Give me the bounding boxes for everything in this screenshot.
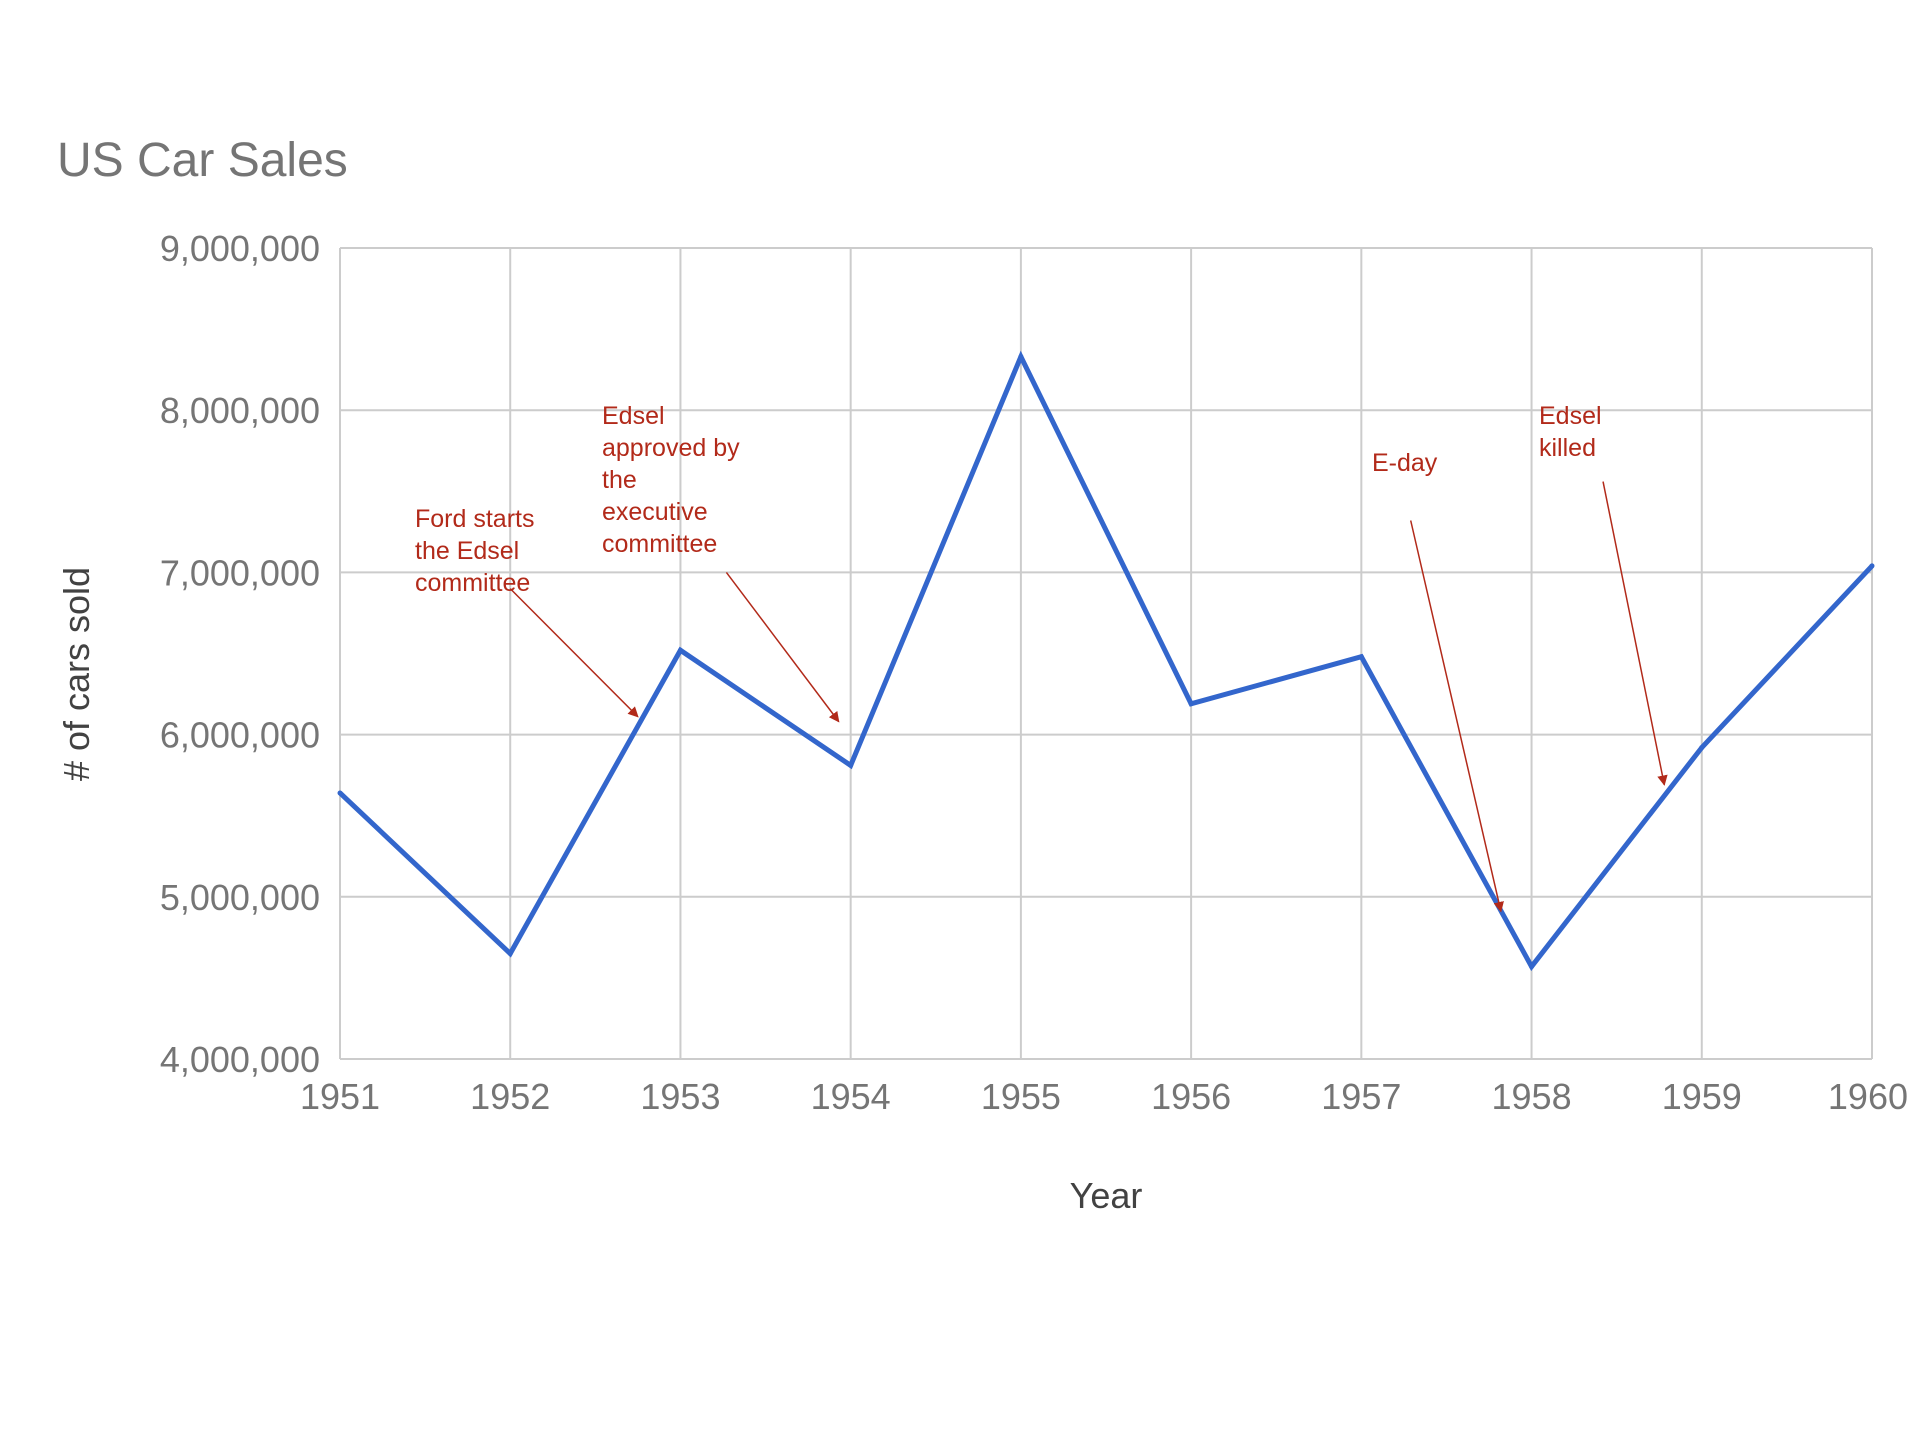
annotation-line: killed [1539,434,1596,462]
x-tick-label: 1958 [1492,1076,1572,1117]
y-tick-label: 7,000,000 [160,552,320,593]
annotation-arrow [509,588,639,718]
annotation-arrow [725,571,840,723]
data-point [1018,354,1024,360]
data-point [1358,654,1364,660]
annotation-text: Edsel killed [1539,402,1602,462]
annotation-text: Ford starts the Edsel committee [415,505,534,597]
x-tick-label: 1957 [1321,1076,1401,1117]
data-point [677,647,683,653]
x-tick-label: 1953 [640,1076,720,1117]
y-tick-label: 4,000,000 [160,1039,320,1080]
data-point [1869,563,1875,569]
y-tick-label: 6,000,000 [160,715,320,756]
annotation-line: Edsel [602,402,665,430]
x-tick-label: 1954 [811,1076,891,1117]
y-tick-label: 5,000,000 [160,877,320,918]
y-tick-label: 9,000,000 [160,228,320,269]
annotation-line: the [602,466,637,494]
x-axis-title: Year [1070,1175,1143,1216]
x-tick-label: 1951 [300,1076,380,1117]
annotation-line: executive [602,498,708,526]
annotation-text: E-day [1372,449,1438,477]
axis-layer: 4,000,000 5,000,000 6,000,000 7,000,000 8,00… [160,228,1908,1117]
y-axis-title: # of cars sold [56,567,97,781]
x-tick-label: 1956 [1151,1076,1231,1117]
data-point [848,762,854,768]
data-point [337,790,343,796]
grid-layer [339,247,1873,1060]
x-tick-label: 1959 [1662,1076,1742,1117]
series-line [338,350,1874,972]
annotation-line: Edsel [1539,402,1602,430]
data-point [1699,745,1705,751]
chart-title: US Car Sales [57,134,348,187]
y-tick-label: 8,000,000 [160,390,320,431]
x-tick-label: 1952 [470,1076,550,1117]
annotation-arrow [1409,520,1504,913]
series-layer [337,350,1875,972]
data-point [1188,701,1194,707]
annotation-line: Ford starts [415,505,534,533]
x-tick-label: 1960 [1828,1076,1908,1117]
x-tick-label: 1955 [981,1076,1061,1117]
annotation-text: Edsel approved by the executive committee [602,402,740,558]
data-point [507,951,513,957]
annotation-line: committee [602,530,717,558]
annotation-arrow [1602,481,1668,786]
annotation-line: the Edsel [415,537,519,565]
annotation-line: committee [415,569,530,597]
annotation-line: approved by [602,434,740,462]
annotation-line: E-day [1372,449,1438,477]
data-point [1529,964,1535,970]
annotation-layer: Ford starts the Edsel committee Edsel approv… [415,402,1668,913]
